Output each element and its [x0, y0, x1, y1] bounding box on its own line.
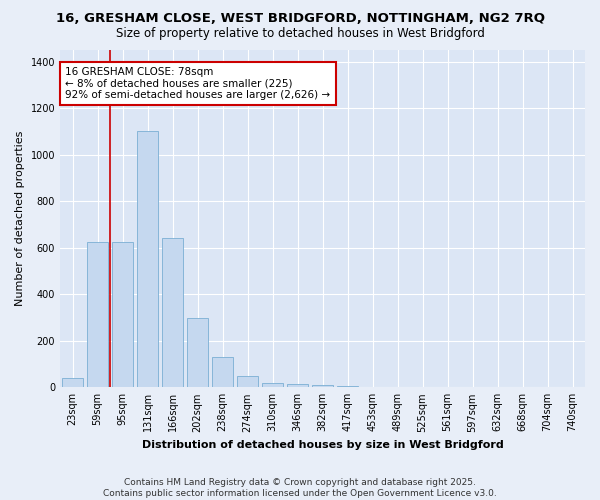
Bar	[212, 357, 233, 388]
Y-axis label: Number of detached properties: Number of detached properties	[15, 131, 25, 306]
Text: 16 GRESHAM CLOSE: 78sqm
← 8% of detached houses are smaller (225)
92% of semi-de: 16 GRESHAM CLOSE: 78sqm ← 8% of detached…	[65, 67, 331, 100]
Bar	[312, 385, 333, 388]
Bar	[337, 386, 358, 388]
Bar	[87, 242, 108, 388]
Bar	[287, 384, 308, 388]
Text: Size of property relative to detached houses in West Bridgford: Size of property relative to detached ho…	[116, 28, 484, 40]
X-axis label: Distribution of detached houses by size in West Bridgford: Distribution of detached houses by size …	[142, 440, 503, 450]
Bar	[62, 378, 83, 388]
Bar	[112, 242, 133, 388]
Bar	[187, 318, 208, 388]
Bar	[262, 382, 283, 388]
Text: 16, GRESHAM CLOSE, WEST BRIDGFORD, NOTTINGHAM, NG2 7RQ: 16, GRESHAM CLOSE, WEST BRIDGFORD, NOTTI…	[56, 12, 545, 26]
Bar	[137, 132, 158, 388]
Text: Contains HM Land Registry data © Crown copyright and database right 2025.
Contai: Contains HM Land Registry data © Crown c…	[103, 478, 497, 498]
Bar	[162, 238, 183, 388]
Bar	[237, 376, 258, 388]
